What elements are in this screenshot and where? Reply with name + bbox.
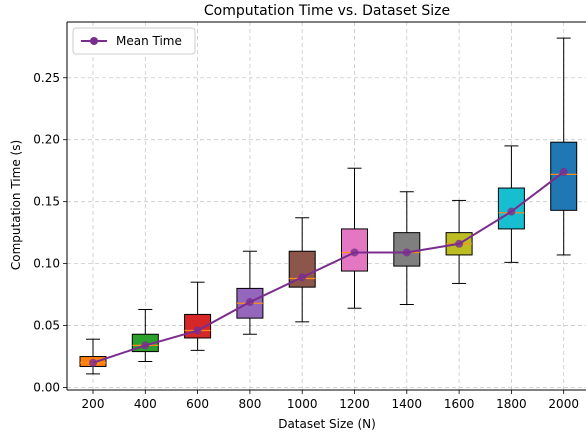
mean-point: [350, 248, 359, 257]
x-tick-label: 600: [186, 397, 209, 411]
mean-point: [559, 167, 568, 176]
y-tick-label: 0.05: [33, 319, 60, 333]
x-tick-label: 400: [134, 397, 157, 411]
y-tick-label: 0.00: [33, 381, 60, 395]
mean-point: [89, 358, 97, 367]
mean-point: [455, 239, 464, 248]
x-axis-label: Dataset Size (N): [278, 417, 376, 431]
mean-point: [402, 248, 411, 257]
legend-marker: [90, 37, 98, 45]
mean-point: [193, 326, 202, 335]
legend: Mean Time: [72, 27, 196, 55]
x-tick-label: 1000: [287, 397, 318, 411]
y-tick-label: 0.25: [33, 71, 60, 85]
y-tick-label: 0.10: [33, 257, 60, 271]
mean-point: [298, 273, 307, 282]
y-tick-label: 0.15: [33, 195, 60, 209]
boxes: [79, 141, 578, 367]
axes: 0.00 0.05 0.10 0.15 0.20 0.25 200 400 600 800 1000…: [33, 21, 586, 411]
box-2000: [550, 141, 578, 211]
y-tick-label: 0.20: [33, 133, 60, 147]
y-axis-label: Computation Time (s): [9, 140, 23, 270]
x-tick-label: 1600: [444, 397, 475, 411]
x-tick-label: 200: [82, 397, 105, 411]
x-tick-label: 800: [238, 397, 261, 411]
x-tick-label: 1800: [496, 397, 527, 411]
mean-point: [245, 298, 254, 307]
chart-title: Computation Time vs. Dataset Size: [204, 3, 450, 19]
legend-label: Mean Time: [116, 34, 182, 48]
mean-point: [507, 207, 516, 216]
whiskers: [86, 37, 571, 375]
mean-time-line: [92, 171, 565, 364]
x-tick-label: 2000: [548, 397, 579, 411]
x-tick-label: 1400: [392, 397, 423, 411]
legend-box: [72, 27, 196, 55]
x-tick-label: 1200: [339, 397, 370, 411]
mean-line: [89, 167, 568, 367]
mean-point: [141, 341, 150, 350]
